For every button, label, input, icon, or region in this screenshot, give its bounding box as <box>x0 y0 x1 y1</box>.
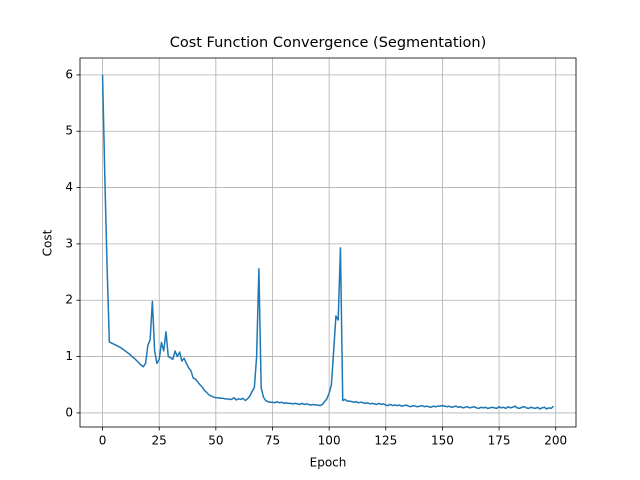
x-tick-label: 175 <box>488 434 511 448</box>
x-tick-label: 50 <box>208 434 223 448</box>
y-tick-label: 2 <box>65 293 73 307</box>
y-tick-label: 4 <box>65 180 73 194</box>
x-axis-label: Epoch <box>310 456 347 470</box>
y-tick-label: 5 <box>65 124 73 138</box>
x-tick-label: 0 <box>99 434 107 448</box>
x-tick-label: 125 <box>374 434 397 448</box>
y-tick-label: 0 <box>65 405 73 419</box>
y-axis-label: Cost <box>41 229 55 256</box>
y-tick-label: 3 <box>65 236 73 250</box>
y-tick-label: 1 <box>65 349 73 363</box>
x-tick-label: 100 <box>318 434 341 448</box>
x-tick-label: 75 <box>265 434 280 448</box>
x-tick-label: 150 <box>431 434 454 448</box>
x-tick-label: 25 <box>152 434 167 448</box>
data-line <box>101 74 554 410</box>
chart-title: Cost Function Convergence (Segmentation) <box>170 35 487 51</box>
y-tick-label: 6 <box>65 67 73 81</box>
x-tick-label: 200 <box>544 434 567 448</box>
plot-frame <box>79 57 577 428</box>
